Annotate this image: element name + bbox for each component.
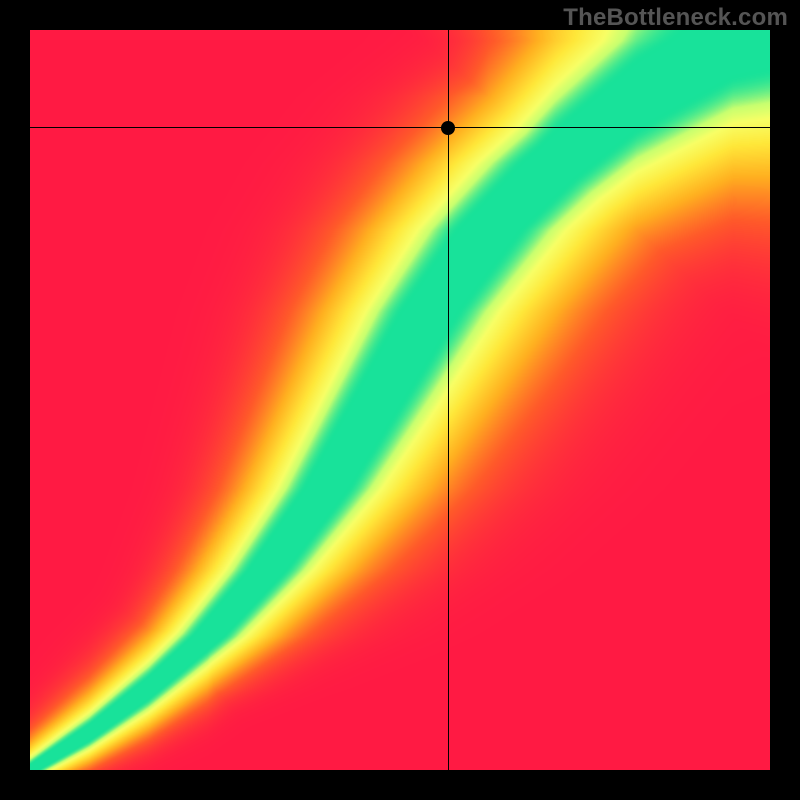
heatmap-canvas (30, 30, 770, 770)
heatmap-plot (30, 30, 770, 770)
chart-container: TheBottleneck.com (0, 0, 800, 800)
watermark-text: TheBottleneck.com (563, 4, 788, 32)
crosshair-horizontal (0, 127, 800, 128)
crosshair-vertical (448, 30, 449, 770)
crosshair-marker (441, 121, 455, 135)
